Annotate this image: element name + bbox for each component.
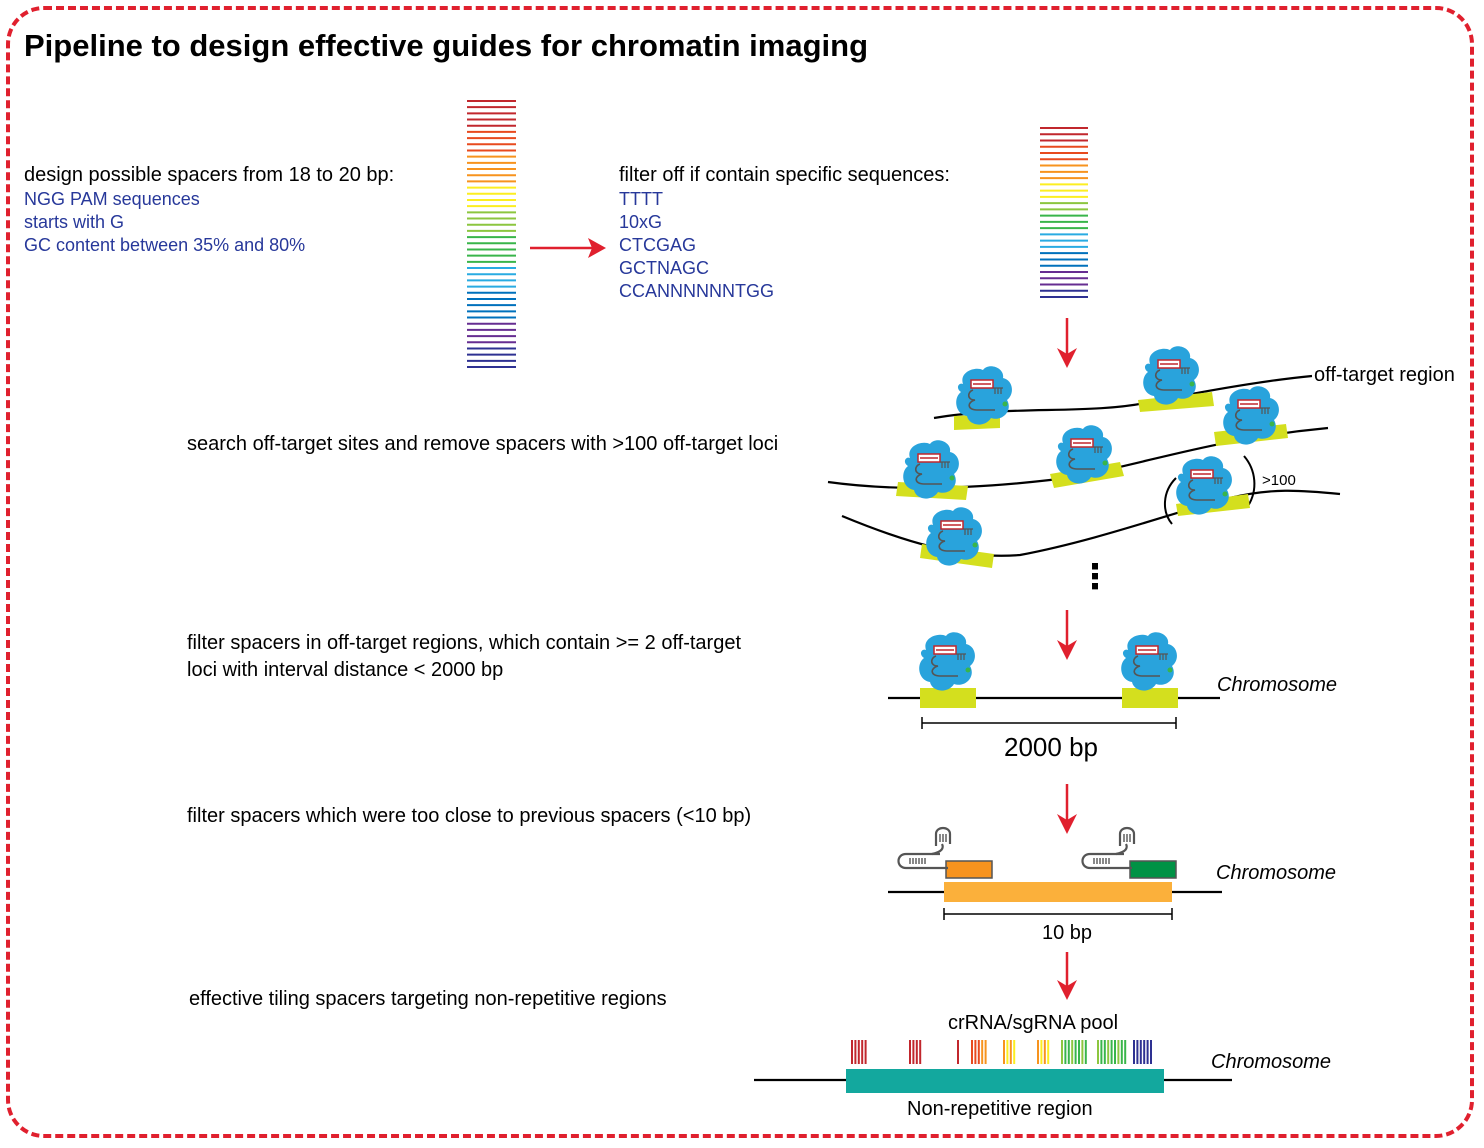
chromosome-label: Chromosome: [1217, 674, 1338, 696]
sequence-item: CTCGAG: [619, 235, 697, 255]
chromosome-tiling: [754, 1040, 1232, 1093]
dashed-border: [6, 6, 1474, 1138]
step4-text-line2: loci with interval distance < 2000 bp: [187, 659, 504, 681]
chromosome-2000bp: [888, 631, 1220, 729]
chromosome-10bp: [888, 826, 1222, 920]
off-target-region-label: off-target region: [1314, 364, 1455, 386]
sequence-item: TTTT: [619, 189, 663, 209]
distance-label-2000bp: 2000 bp: [1004, 732, 1098, 762]
criteria-item: GC content between 35% and 80%: [24, 235, 306, 255]
criteria-item: NGG PAM sequences: [24, 189, 200, 209]
non-repetitive-region-label: Non-repetitive region: [907, 1098, 1093, 1120]
ellipsis-icon: ⋮: [1078, 558, 1112, 596]
step5-text: filter spacers which were too close to p…: [187, 805, 752, 827]
step3-text: search off-target sites and remove space…: [187, 433, 779, 455]
arrow-down-icon: [1057, 784, 1077, 834]
arrow-right-icon: [530, 238, 606, 258]
off-target-count-label: >100: [1262, 472, 1296, 489]
distance-label-10bp: 10 bp: [1042, 922, 1093, 944]
arrow-down-icon: [1057, 610, 1077, 660]
spacer-stack-filtered: [1040, 127, 1088, 298]
arrow-down-icon: [1057, 318, 1077, 368]
page-title: Pipeline to design effective guides for …: [24, 28, 869, 63]
arrow-down-icon: [1057, 952, 1077, 1000]
spacer-stack-unfiltered: [467, 100, 516, 368]
cas-complex-icons: [902, 345, 1280, 567]
sequence-item: CCANNNNNNTGG: [619, 281, 774, 301]
step1-heading: design possible spacers from 18 to 20 bp…: [24, 164, 395, 186]
guide-pool-ticks: [851, 1040, 1152, 1064]
chromosome-label: Chromosome: [1211, 1051, 1332, 1073]
criteria-item: starts with G: [24, 212, 125, 232]
step6-text: effective tiling spacers targeting non-r…: [189, 988, 667, 1010]
step4-text-line1: filter spacers in off-target regions, wh…: [187, 632, 742, 654]
sequence-item: GCTNAGC: [619, 258, 709, 278]
sequence-item: 10xG: [619, 212, 663, 232]
guide-pool-label: crRNA/sgRNA pool: [948, 1012, 1119, 1034]
chromosome-label: Chromosome: [1216, 862, 1337, 884]
step2-heading: filter off if contain specific sequences…: [619, 164, 950, 186]
